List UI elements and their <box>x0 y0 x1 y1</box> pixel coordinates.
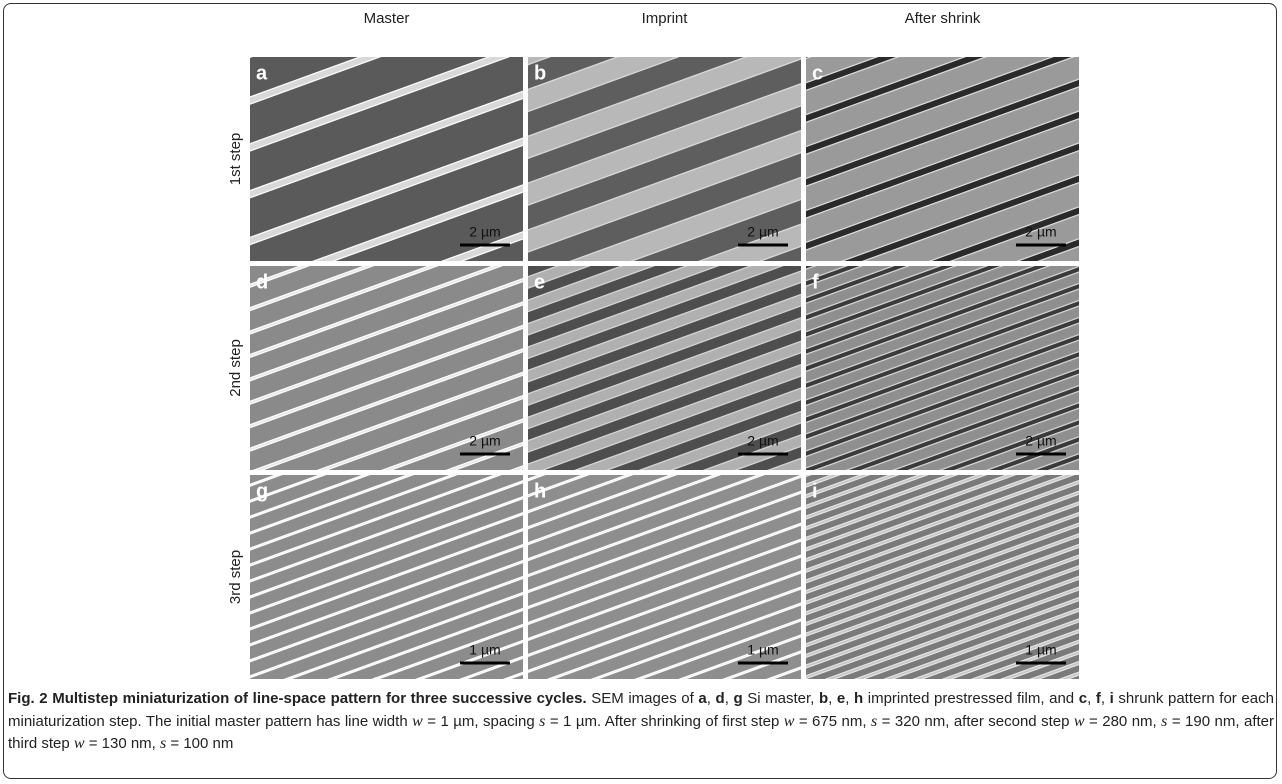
row-label: 1st step <box>227 133 244 186</box>
scale-bar-label: 2 µm <box>747 224 778 240</box>
panel-letter: e <box>534 271 545 293</box>
page: Master Imprint After shrink 1st step 2nd ste… <box>0 0 1282 784</box>
caption-text: = 100 nm <box>166 735 233 752</box>
caption-text: , <box>1087 690 1096 707</box>
caption-text: = 1 µm. After shrinking of first step <box>545 713 783 730</box>
caption-text: , <box>1101 690 1110 707</box>
panel-letter: f <box>812 271 819 293</box>
figure: Master Imprint After shrink 1st step 2nd ste… <box>0 0 1282 684</box>
row-label: 2nd step <box>227 339 244 397</box>
panel-letter: d <box>256 271 268 293</box>
column-header: After shrink <box>905 10 981 27</box>
caption-ref: a <box>698 690 706 707</box>
column-header: Master <box>364 10 410 27</box>
caption: Fig. 2 Multistep miniaturization of line… <box>8 688 1274 756</box>
caption-text: = 130 nm, <box>85 735 160 752</box>
panel-letter: h <box>534 480 546 502</box>
caption-text: , <box>845 690 854 707</box>
caption-ref: c <box>1079 690 1087 707</box>
scale-bar-label: 2 µm <box>1025 433 1056 449</box>
caption-ref: d <box>716 690 725 707</box>
caption-text: = 1 µm, spacing <box>423 713 539 730</box>
caption-text: , <box>828 690 837 707</box>
panel-letter: b <box>534 62 546 84</box>
scale-bar-label: 1 µm <box>1025 642 1056 658</box>
scale-bar-label: 1 µm <box>747 642 778 658</box>
caption-text: imprinted prestressed film, and <box>863 690 1079 707</box>
panel-letter: i <box>812 480 818 502</box>
scale-bar-label: 2 µm <box>1025 224 1056 240</box>
caption-var: w <box>74 735 85 752</box>
caption-var: w <box>412 713 423 730</box>
caption-ref: e <box>837 690 845 707</box>
caption-title: Fig. 2 Multistep miniaturization of line… <box>8 690 587 707</box>
scale-bar-label: 2 µm <box>469 224 500 240</box>
scale-bar-label: 1 µm <box>469 642 500 658</box>
caption-ref: h <box>854 690 863 707</box>
panel-letter: g <box>256 480 268 502</box>
caption-text: = 675 nm, <box>794 713 871 730</box>
caption-text: = 280 nm, <box>1085 713 1162 730</box>
column-header: Imprint <box>642 10 689 27</box>
scale-bar-label: 2 µm <box>747 433 778 449</box>
caption-var: w <box>784 713 795 730</box>
caption-text: = 320 nm, after second step <box>877 713 1074 730</box>
panel-letter: a <box>256 62 268 84</box>
caption-text: SEM images of <box>587 690 699 707</box>
caption-var: w <box>1074 713 1085 730</box>
caption-text: Si master, <box>743 690 819 707</box>
panel-letter: c <box>812 62 823 84</box>
row-label: 3rd step <box>227 550 244 604</box>
caption-ref: g <box>733 690 742 707</box>
caption-ref: b <box>819 690 828 707</box>
caption-text: , <box>707 690 716 707</box>
scale-bar-label: 2 µm <box>469 433 500 449</box>
